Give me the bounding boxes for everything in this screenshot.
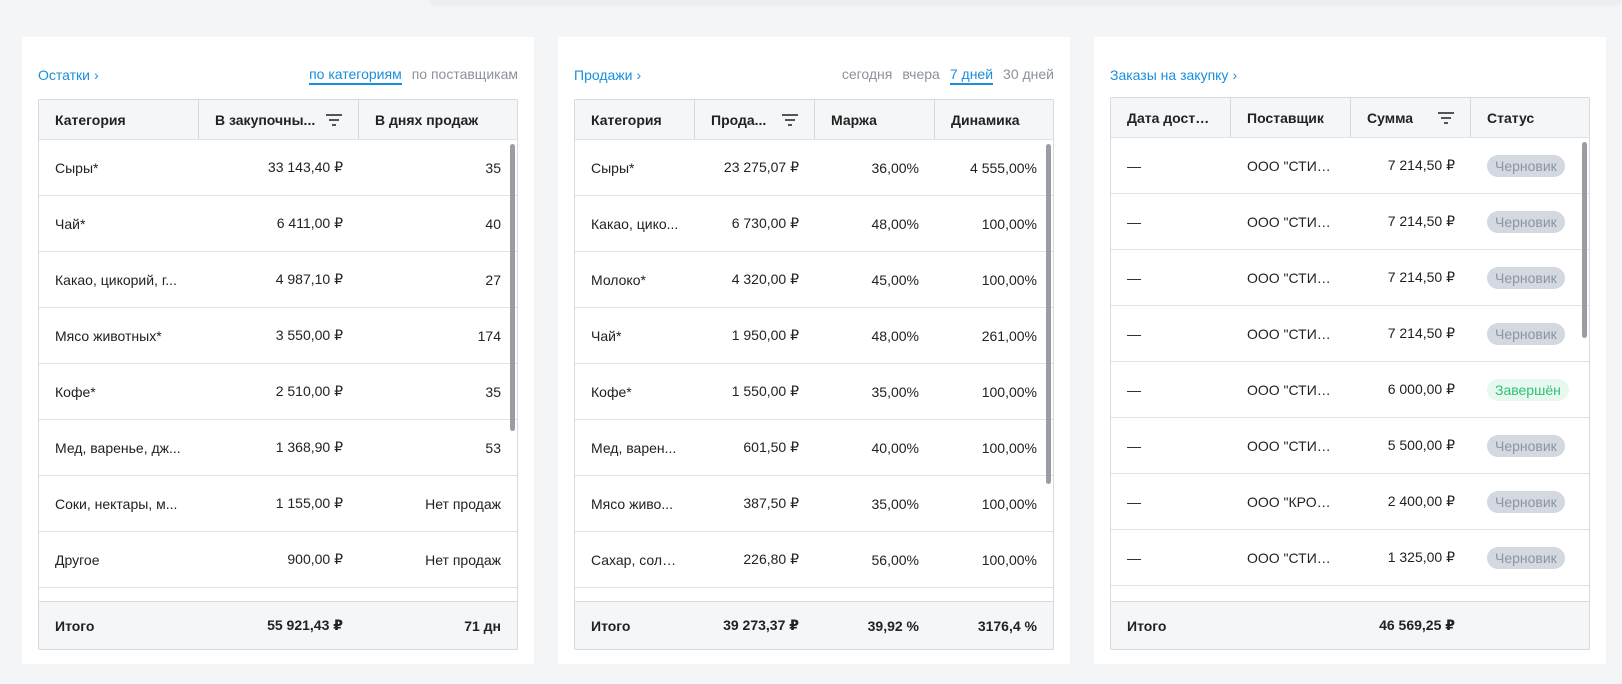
- total-dynamics: 3176,4 %: [977, 617, 1037, 634]
- table-header-row: Категория Прода... Маржа Динамика: [575, 100, 1053, 140]
- stock-title: Остатки: [38, 67, 90, 83]
- stock-tabs: по категориям по поставщикам: [309, 66, 518, 85]
- status-badge: Черновик: [1487, 154, 1565, 177]
- total-row: Итого 39 273,37 ₽ 39,92 % 3176,4 %: [575, 601, 1053, 649]
- status-badge: Черновик: [1487, 210, 1565, 233]
- status-badge: Черновик: [1487, 546, 1565, 569]
- scrollbar[interactable]: [1582, 142, 1587, 338]
- table-row[interactable]: — ООО "КРОТ... 2 400,00 ₽ Черновик: [1111, 474, 1589, 530]
- table-row[interactable]: Чай* 1 950,00 ₽48,00% 261,00%: [575, 308, 1053, 364]
- total-sales: 39 273,37 ₽: [723, 617, 799, 633]
- table-row[interactable]: Сыры* 23 275,07 ₽36,00% 4 555,00%: [575, 140, 1053, 196]
- sales-header: Продажи › сегодня вчера 7 дней 30 дней: [574, 55, 1054, 95]
- table-row[interactable]: — ООО "СТИМ... 6 000,00 ₽ Завершён: [1111, 362, 1589, 418]
- stock-title-link[interactable]: Остатки ›: [38, 67, 99, 83]
- column-header-amount[interactable]: Сумма: [1351, 98, 1471, 137]
- stock-table: Категория В закупочны... В днях продаж С…: [38, 99, 518, 650]
- table-row[interactable]: Мед, варен... 601,50 ₽40,00% 100,00%: [575, 420, 1053, 476]
- table-header-row: Категория В закупочны... В днях продаж: [39, 100, 517, 140]
- table-row[interactable]: Сахар, соль... 226,80 ₽56,00% 100,00%: [575, 532, 1053, 588]
- table-header-row: Дата доставки Поставщик Сумма Статус: [1111, 98, 1589, 138]
- table-row[interactable]: — ООО "СТИМ... 7 214,50 ₽ Черновик: [1111, 194, 1589, 250]
- column-header-status[interactable]: Статус: [1487, 109, 1535, 126]
- column-header-margin[interactable]: Маржа: [815, 100, 935, 139]
- scrollbar[interactable]: [1046, 144, 1051, 484]
- sales-rows: Сыры* 23 275,07 ₽36,00% 4 555,00% Какао, ц…: [575, 140, 1053, 588]
- column-header-category[interactable]: Категория: [39, 100, 199, 139]
- filter-icon[interactable]: [1438, 111, 1454, 124]
- total-row: Итого 46 569,25 ₽: [1111, 601, 1589, 649]
- orders-header: Заказы на закупку ›: [1110, 55, 1590, 95]
- tab-7-days[interactable]: 7 дней: [949, 66, 994, 85]
- table-row[interactable]: Молоко* 4 320,00 ₽45,00% 100,00%: [575, 252, 1053, 308]
- total-empty: [1471, 602, 1589, 649]
- table-row[interactable]: Соки, нектары, м... 1 155,00 ₽ Нет продаж: [39, 476, 517, 532]
- status-badge: Черновик: [1487, 490, 1565, 513]
- column-header-purchase[interactable]: В закупочны...: [199, 100, 359, 139]
- status-badge: Черновик: [1487, 322, 1565, 345]
- tab-yesterday[interactable]: вчера: [902, 66, 940, 82]
- orders-card: Заказы на закупку › Дата доставки Постав…: [1094, 37, 1606, 664]
- table-row[interactable]: Чай* 6 411,00 ₽40: [39, 196, 517, 252]
- table-row[interactable]: — ООО "СТИМ... 7 214,50 ₽ Черновик: [1111, 306, 1589, 362]
- table-row[interactable]: Кофе* 2 510,00 ₽35: [39, 364, 517, 420]
- table-row[interactable]: Мед, варенье, дж... 1 368,90 ₽53: [39, 420, 517, 476]
- column-header-supplier[interactable]: Поставщик: [1231, 98, 1351, 137]
- column-header-dynamics[interactable]: Динамика: [951, 111, 1020, 128]
- table-row[interactable]: Кофе* 1 550,00 ₽35,00% 100,00%: [575, 364, 1053, 420]
- status-badge: Черновик: [1487, 434, 1565, 457]
- column-header-sales[interactable]: Прода...: [695, 100, 815, 139]
- total-amount: 46 569,25 ₽: [1379, 617, 1455, 633]
- top-panel-shadow: [430, 0, 1622, 4]
- filter-icon[interactable]: [326, 113, 342, 126]
- sales-table: Категория Прода... Маржа Динамика Сыры* 2…: [574, 99, 1054, 650]
- column-header-delivery-date[interactable]: Дата доставки: [1111, 98, 1231, 137]
- chevron-right-icon: ›: [93, 67, 99, 83]
- orders-table: Дата доставки Поставщик Сумма Статус —ОО…: [1110, 97, 1590, 650]
- total-purchase: 55 921,43 ₽: [267, 617, 343, 633]
- total-label: Итого: [591, 617, 631, 634]
- total-row: Итого 55 921,43 ₽ 71 дн: [39, 601, 517, 649]
- table-row[interactable]: — ООО "СТИМ... 7 214,50 ₽ Черновик: [1111, 138, 1589, 194]
- stock-rows: Сыры* 33 143,40 ₽35 Чай* 6 411,00 ₽40 Кака…: [39, 140, 517, 588]
- table-row[interactable]: — ООО "СТИМ... 1 325,00 ₽ Черновик: [1111, 530, 1589, 586]
- scrollbar[interactable]: [510, 144, 515, 431]
- table-row[interactable]: Какао, цикорий, г... 4 987,10 ₽27: [39, 252, 517, 308]
- column-header-category[interactable]: Категория: [575, 100, 695, 139]
- table-row[interactable]: Другое 900,00 ₽ Нет продаж: [39, 532, 517, 588]
- column-header-days[interactable]: В днях продаж: [375, 111, 479, 128]
- tab-30-days[interactable]: 30 дней: [1003, 66, 1054, 82]
- total-days: 71 дн: [464, 617, 501, 634]
- chevron-right-icon: ›: [1232, 67, 1238, 83]
- sales-title: Продажи: [574, 67, 633, 83]
- tab-by-category[interactable]: по категориям: [309, 66, 402, 85]
- table-row[interactable]: Какао, цико... 6 730,00 ₽48,00% 100,00%: [575, 196, 1053, 252]
- status-badge: Завершён: [1487, 378, 1569, 401]
- table-row[interactable]: Мясо живо... 387,50 ₽35,00% 100,00%: [575, 476, 1053, 532]
- orders-title-link[interactable]: Заказы на закупку ›: [1110, 67, 1237, 83]
- orders-rows: — ООО "СТИМ... 7 214,50 ₽ Черновик — ООО "СТ…: [1111, 138, 1589, 586]
- status-badge: Черновик: [1487, 266, 1565, 289]
- total-label: Итого: [1127, 617, 1167, 634]
- sales-tabs: сегодня вчера 7 дней 30 дней: [842, 66, 1054, 85]
- sales-card: Продажи › сегодня вчера 7 дней 30 дней К…: [558, 37, 1070, 664]
- table-row[interactable]: Мясо животных* 3 550,00 ₽174: [39, 308, 517, 364]
- total-label: Итого: [55, 617, 95, 634]
- tab-by-supplier[interactable]: по поставщикам: [411, 66, 518, 82]
- stock-card: Остатки › по категориям по поставщикам К…: [22, 37, 534, 664]
- chevron-right-icon: ›: [636, 67, 642, 83]
- table-row[interactable]: — ООО "СТИМ... 7 214,50 ₽ Черновик: [1111, 250, 1589, 306]
- table-row[interactable]: — ООО "СТИМ... 5 500,00 ₽ Черновик: [1111, 418, 1589, 474]
- total-margin: 39,92 %: [867, 617, 919, 634]
- filter-icon[interactable]: [782, 113, 798, 126]
- orders-title: Заказы на закупку: [1110, 67, 1229, 83]
- stock-header: Остатки › по категориям по поставщикам: [38, 55, 518, 95]
- sales-title-link[interactable]: Продажи ›: [574, 67, 641, 83]
- table-row[interactable]: Сыры* 33 143,40 ₽35: [39, 140, 517, 196]
- tab-today[interactable]: сегодня: [841, 66, 893, 82]
- total-empty: [1231, 602, 1351, 649]
